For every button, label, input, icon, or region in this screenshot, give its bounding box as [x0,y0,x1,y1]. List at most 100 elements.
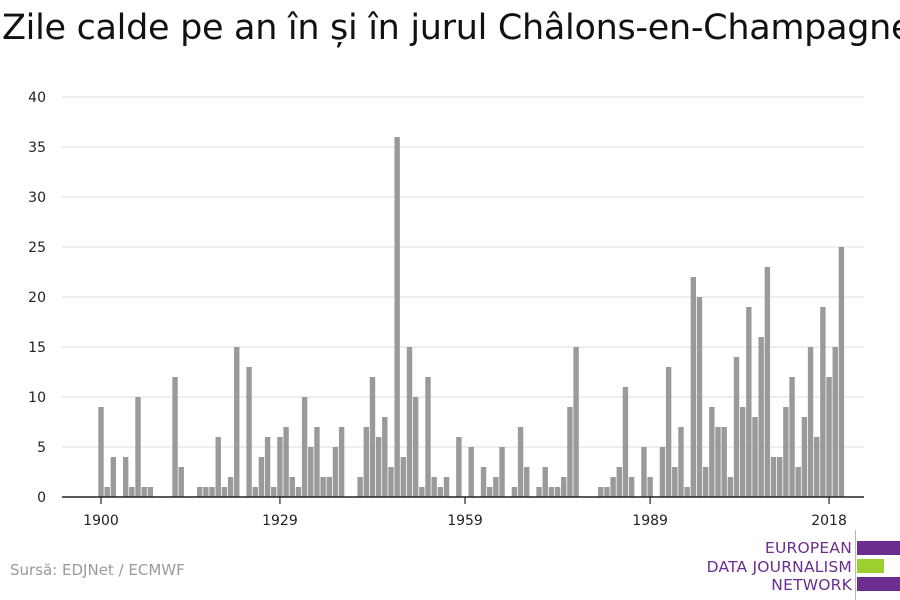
bar-1916 [197,487,203,497]
bar-2010 [777,457,783,497]
bar-2013 [795,467,801,497]
bar-1932 [295,487,302,497]
gridlines [62,96,864,448]
bar-1982 [604,487,610,497]
x-tick-label: 2018 [811,513,847,529]
bar-1953 [425,377,431,497]
bar-1946 [382,417,388,497]
bar-1991 [659,447,666,497]
y-tick-label: 35 [28,140,46,156]
bar-2020 [838,247,845,497]
bar-1951 [412,397,419,497]
bar-1937 [326,477,332,497]
logo-bar-green [857,559,884,573]
bar-1964 [493,477,499,497]
bar-1939 [338,427,345,497]
bar-1920 [221,487,228,497]
bar-1943 [363,427,370,497]
bar-2005 [746,307,752,497]
bar-1933 [301,397,308,497]
bar-2018 [826,377,832,497]
bar-1917 [203,487,209,497]
bar-1983 [610,477,616,497]
bar-1922 [234,347,240,497]
bar-1908 [147,487,154,497]
bar-1985 [622,387,629,497]
bar-1949 [400,457,407,497]
bar-1958 [456,437,462,497]
bar-1995 [684,487,690,497]
bar-1989 [647,477,653,497]
bar-1930 [283,427,289,497]
bar-1994 [678,427,684,497]
bar-1947 [388,467,394,497]
logo-bar-purple-top [857,541,900,555]
bar-1975 [561,477,567,497]
y-tick-label: 15 [28,340,46,356]
edjnet-logo: EUROPEAN DATA JOURNALISM NETWORK [700,530,900,600]
bar-1926 [258,457,265,497]
bar-1986 [628,477,635,497]
bar-1913 [178,467,184,497]
bar-1999 [709,407,715,497]
axes: 0 5 10 15 20 25 30 35 40 1900 1929 1959 1989 2018 [28,90,864,529]
bar-2003 [733,357,740,497]
bar-1963 [487,487,493,497]
bar-1924 [246,367,252,497]
bar-1956 [443,477,450,497]
bar-1902 [110,457,117,497]
bar-2001 [721,427,727,497]
bar-1962 [480,467,487,497]
bar-2016 [814,437,820,497]
bar-1993 [672,467,678,497]
bar-1992 [665,367,672,497]
x-tick-label: 1900 [83,513,119,529]
y-tick-label: 10 [28,390,46,406]
bar-1905 [129,487,135,497]
bar-1912 [172,377,178,497]
bar-2004 [739,407,746,497]
bar-2008 [764,267,771,497]
bar-1976 [567,407,573,497]
bar-2006 [752,417,758,497]
x-tick-label: 1929 [262,513,298,529]
bar-2011 [783,407,789,497]
bar-1948 [394,137,400,497]
bar-1936 [320,477,326,497]
bar-1969 [524,467,530,497]
bar-2019 [832,347,838,497]
bar-1945 [375,437,382,497]
bar-1944 [369,377,376,497]
bar-1928 [271,487,277,497]
y-tick-label: 40 [28,90,46,106]
x-tick-label: 1989 [632,513,668,529]
bar-2009 [770,457,777,497]
bar-1906 [135,397,141,497]
logo-text-network: NETWORK [771,576,852,594]
bar-1918 [209,487,215,497]
y-tick-label: 25 [28,240,46,256]
chart-title: Zile calde pe an în și în jurul Châlons-… [2,8,900,48]
x-tick-label: 1959 [447,513,483,529]
bar-1925 [252,487,258,497]
bar-1952 [419,487,425,497]
bar-1977 [573,347,579,497]
bar-1907 [141,487,147,497]
bar-1901 [104,487,110,497]
bar-1954 [431,477,437,497]
bar-1981 [598,487,604,497]
bar-1904 [122,457,129,497]
bar-1998 [702,467,709,497]
logo-text-european: EUROPEAN [764,539,852,557]
bar-1927 [264,437,271,497]
bar-2014 [801,417,808,497]
logo-text-data-journalism: DATA JOURNALISM [706,558,852,576]
bar-1950 [406,347,413,497]
bar-1921 [227,477,234,497]
bar-2012 [789,377,795,497]
bar-1996 [690,277,697,497]
y-tick-label: 20 [28,290,46,306]
bar-1938 [332,447,339,497]
bar-1935 [314,427,320,497]
bar-1942 [357,477,363,497]
